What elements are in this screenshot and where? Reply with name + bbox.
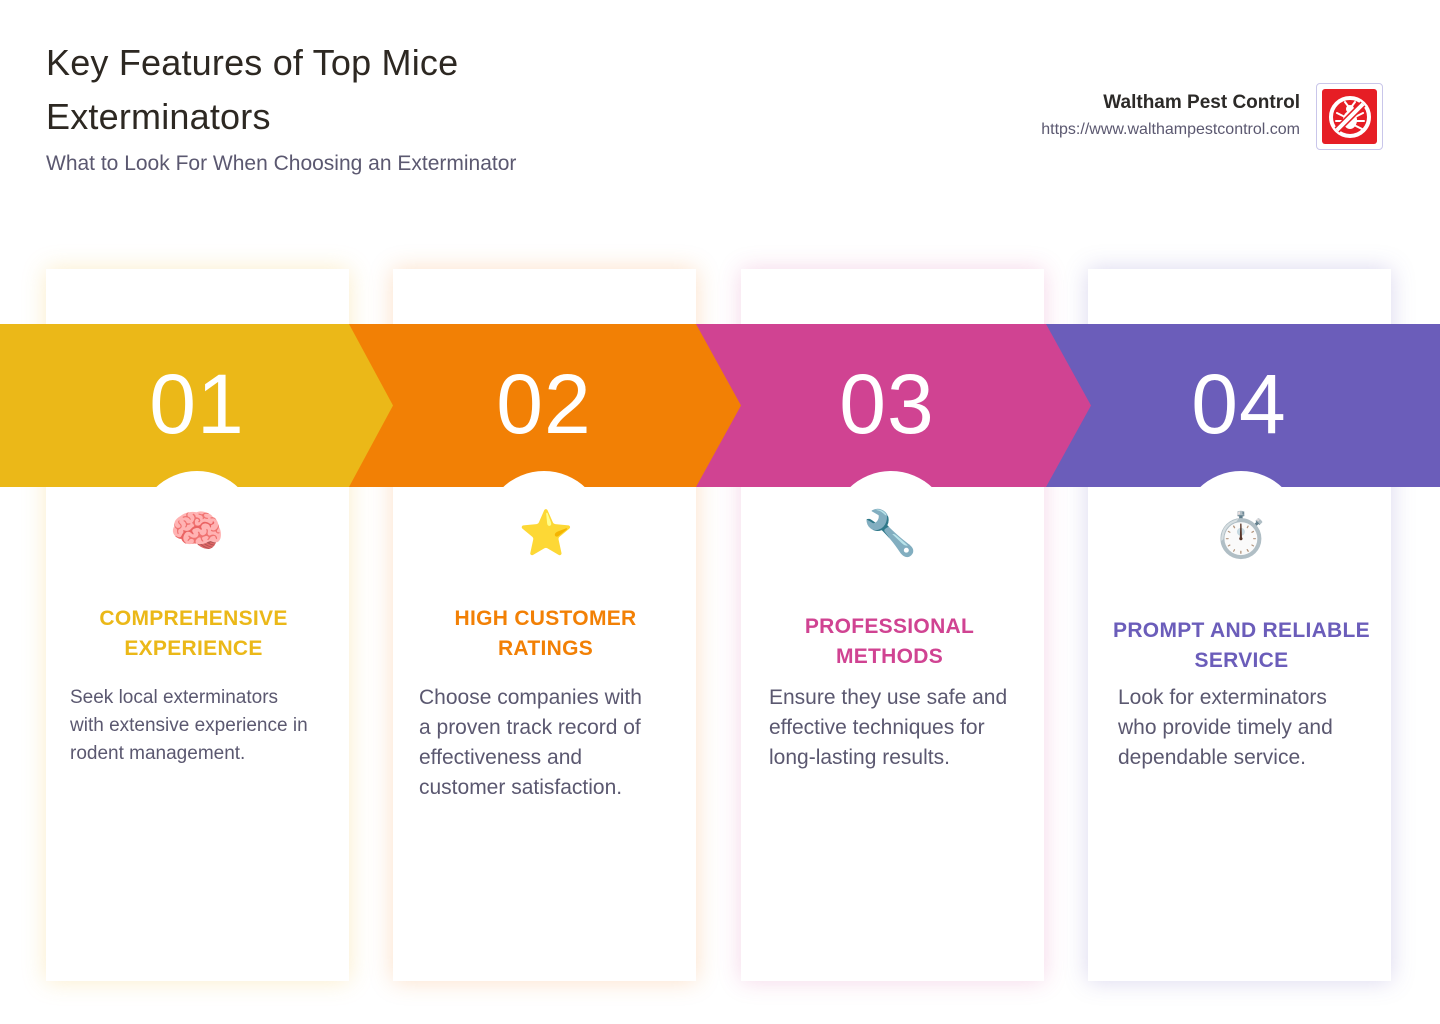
- step-number-4: 04: [1191, 357, 1287, 451]
- card-2-heading: HIGH CUSTOMER RATINGS: [454, 607, 637, 660]
- card-1-description: Seek local exterminators with extensive …: [70, 687, 308, 764]
- card-2-description: Choose companies with a proven track rec…: [419, 686, 642, 799]
- brand-block: Waltham Pest Control https://www.waltham…: [1041, 90, 1300, 143]
- step-number-3: 03: [839, 357, 935, 451]
- card-3-heading: PROFESSIONAL METHODS: [804, 615, 975, 668]
- card-1-heading: COMPREHENSIVE EXPERIENCE: [99, 607, 288, 660]
- step-number-2: 02: [496, 357, 592, 451]
- stopwatch-icon: ⏱️: [1213, 510, 1269, 561]
- step-arrow-1: [0, 324, 393, 487]
- page-title: Key Features of Top Mice Exterminators: [46, 42, 459, 137]
- star-icon: ⭐: [518, 508, 574, 559]
- icon-notch-3: [831, 471, 951, 591]
- step-number-1: 01: [149, 357, 245, 451]
- step-arrow-3: [696, 324, 1091, 487]
- icon-notch-2: [484, 471, 604, 591]
- brain-icon: 🧠: [169, 506, 225, 557]
- icon-notch-4: [1181, 471, 1301, 591]
- no-bug-icon: [1322, 89, 1377, 144]
- wrench-icon: 🔧: [862, 508, 918, 559]
- step-arrow-2: [349, 324, 741, 487]
- card-4-description: Look for exterminators who provide timel…: [1118, 686, 1333, 769]
- step-arrow-4: [1046, 324, 1440, 487]
- card-3-description: Ensure they use safe and effective techn…: [769, 686, 1008, 769]
- step-chevron-band: [0, 324, 1440, 487]
- page-subtitle: What to Look For When Choosing an Exterm…: [46, 152, 517, 175]
- brand-logo: [1316, 83, 1383, 150]
- icon-notch-1: [137, 471, 257, 591]
- brand-name: Waltham Pest Control: [1103, 92, 1300, 113]
- brand-url[interactable]: https://www.walthampestcontrol.com: [1041, 121, 1300, 138]
- card-4-heading: PROMPT AND RELIABLE SERVICE: [1113, 619, 1370, 672]
